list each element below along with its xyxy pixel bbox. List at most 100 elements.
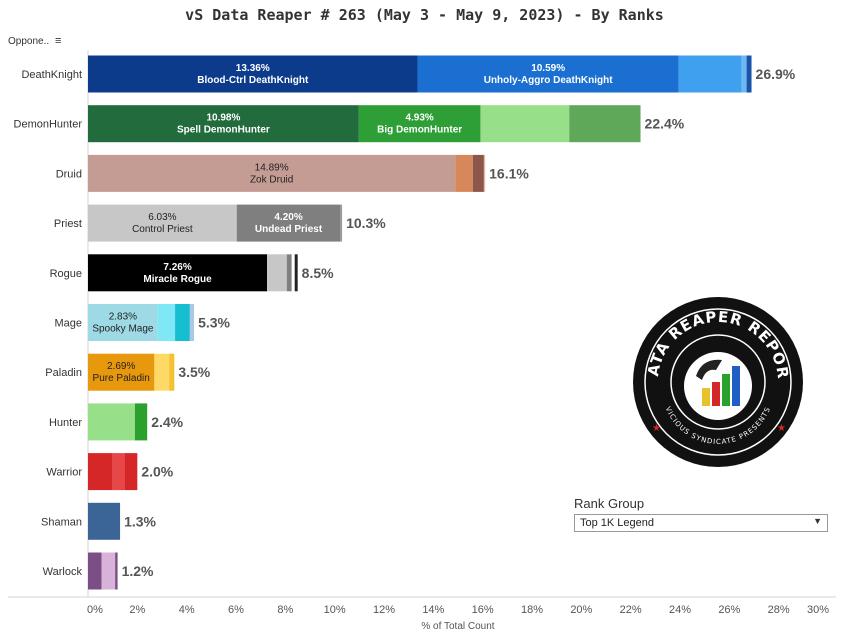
segment-archetype-label: Control Priest [132,224,193,235]
segment-percent-label: 6.03% [148,212,176,223]
category-labels: DeathKnight DemonHunter Druid Priest Rogue Ma… [14,69,83,578]
bar-total-label: 2.0% [141,464,173,480]
segment-archetype-label: Spooky Mage [92,324,154,335]
bar-segment[interactable] [678,55,742,93]
segment-percent-label: 14.89% [255,162,289,173]
x-tick-label: 12% [373,604,395,616]
svg-text:★: ★ [652,423,661,434]
bar-segment[interactable] [741,55,747,93]
x-tick-label: 8% [277,604,293,616]
bar-segment[interactable] [189,304,195,341]
x-tick-label: 4% [179,604,195,616]
segment-percent-label: 13.36% [236,63,270,74]
segment-percent-label: 7.26% [163,262,191,273]
segment-percent-label: 4.20% [274,212,302,223]
bar-segment[interactable] [294,254,298,292]
bar-segment[interactable] [472,154,484,192]
segment-percent-label: 2.83% [109,312,137,323]
category-label: Warrior [46,467,82,479]
bar-total-label: 16.1% [489,165,529,181]
x-tick-label: 30% [807,604,829,616]
bar-total-label: 8.5% [302,265,334,281]
bar-segment[interactable] [291,254,295,292]
bar-total-label: 5.3% [198,315,230,331]
category-label: Paladin [45,367,82,379]
rank-group-dropdown[interactable]: Top 1K Legend ▼ [574,514,828,532]
segment-percent-label: 2.69% [107,361,135,372]
bar-segment[interactable] [569,105,641,143]
bar-segment[interactable] [746,55,752,93]
bar-segment[interactable] [169,353,175,391]
bar-segment[interactable] [358,105,481,143]
bar-segment[interactable] [175,304,190,341]
category-label: Warlock [43,566,83,578]
bar-segment[interactable] [154,353,170,391]
bar-segment[interactable] [88,502,121,540]
x-tick-label: 16% [472,604,494,616]
bar-segment[interactable] [101,552,116,590]
bar-segment[interactable] [88,204,237,242]
bar-segment[interactable] [267,254,287,292]
segment-percent-label: 10.98% [206,113,240,124]
dropdown-arrow-icon[interactable]: ▼ [813,516,822,526]
segment-archetype-label: Big DemonHunter [377,125,462,136]
category-label: Hunter [49,417,82,429]
bar-segment[interactable] [88,453,113,491]
bar-segment[interactable] [417,55,679,93]
x-tick-label: 6% [228,604,244,616]
segment-percent-label: 10.59% [531,63,565,74]
sort-descending-icon[interactable]: ≡ [54,35,62,47]
x-tick-label: 20% [570,604,592,616]
x-tick-label: 22% [620,604,642,616]
category-label: DemonHunter [14,119,83,131]
bar-segment[interactable] [88,55,418,93]
segment-archetype-label: Blood-Ctrl DeathKnight [197,75,309,86]
bar-total-label: 1.2% [122,563,154,579]
bar-segment[interactable] [455,154,473,192]
bar-segment[interactable] [286,254,292,292]
category-label: Druid [56,168,82,180]
x-tick-label: 0% [87,604,103,616]
x-tick-label: 2% [129,604,145,616]
sort-header[interactable]: Oppone.. ≡ [8,35,61,47]
bar-segment[interactable] [125,453,138,491]
segment-archetype-label: Unholy-Aggro DeathKnight [484,75,614,86]
segment-archetype-label: Zok Druid [250,174,293,185]
segment-archetype-label: Pure Paladin [93,373,150,384]
segment-archetype-label: Miracle Rogue [143,274,212,285]
bar-segment[interactable] [483,154,486,192]
bar-segment[interactable] [115,552,118,590]
x-tick-label: 10% [324,604,346,616]
bar-segment[interactable] [88,154,456,192]
segment-archetype-label: Undead Priest [255,224,323,235]
segment-percent-label: 4.93% [405,113,433,124]
bar-segment[interactable] [88,254,268,292]
bar-segment[interactable] [236,204,341,242]
bar-segment[interactable] [88,304,158,341]
bar-total-label: 1.3% [124,513,156,529]
bar-segment[interactable] [88,353,155,391]
x-tick-label: 26% [718,604,740,616]
x-axis-label: % of Total Count [421,621,495,632]
chart-title: vS Data Reaper # 263 (May 3 - May 9, 202… [185,6,664,24]
category-label: DeathKnight [21,69,82,81]
bar-segment[interactable] [134,403,148,441]
bars: 13.36%Blood-Ctrl DeathKnight 10.59%Unholy… [88,55,796,590]
svg-text:★: ★ [777,423,786,434]
segment-archetype-label: Spell DemonHunter [177,125,270,136]
rank-group-selected: Top 1K Legend [580,517,655,529]
bar-segment[interactable] [157,304,176,341]
bar-segment[interactable] [88,552,102,590]
bar-segment[interactable] [480,105,570,143]
bar-segment[interactable] [88,403,135,441]
sort-header-label: Oppone.. [8,36,50,47]
bar-segment[interactable] [340,204,343,242]
bar-segment[interactable] [88,105,359,143]
category-label: Mage [54,318,82,330]
category-label: Rogue [50,268,82,280]
x-tick-label: 28% [768,604,790,616]
x-axis-ticks: 0% 2% 4% 6% 8% 10% 12% 14% 16% 18% 20% 22% 24% 26% 28%… [87,604,829,616]
bar-segment[interactable] [112,453,125,491]
data-reaper-report-logo: DATA REAPER REPORT VICIOUS SYNDICATE PRE… [632,296,803,467]
